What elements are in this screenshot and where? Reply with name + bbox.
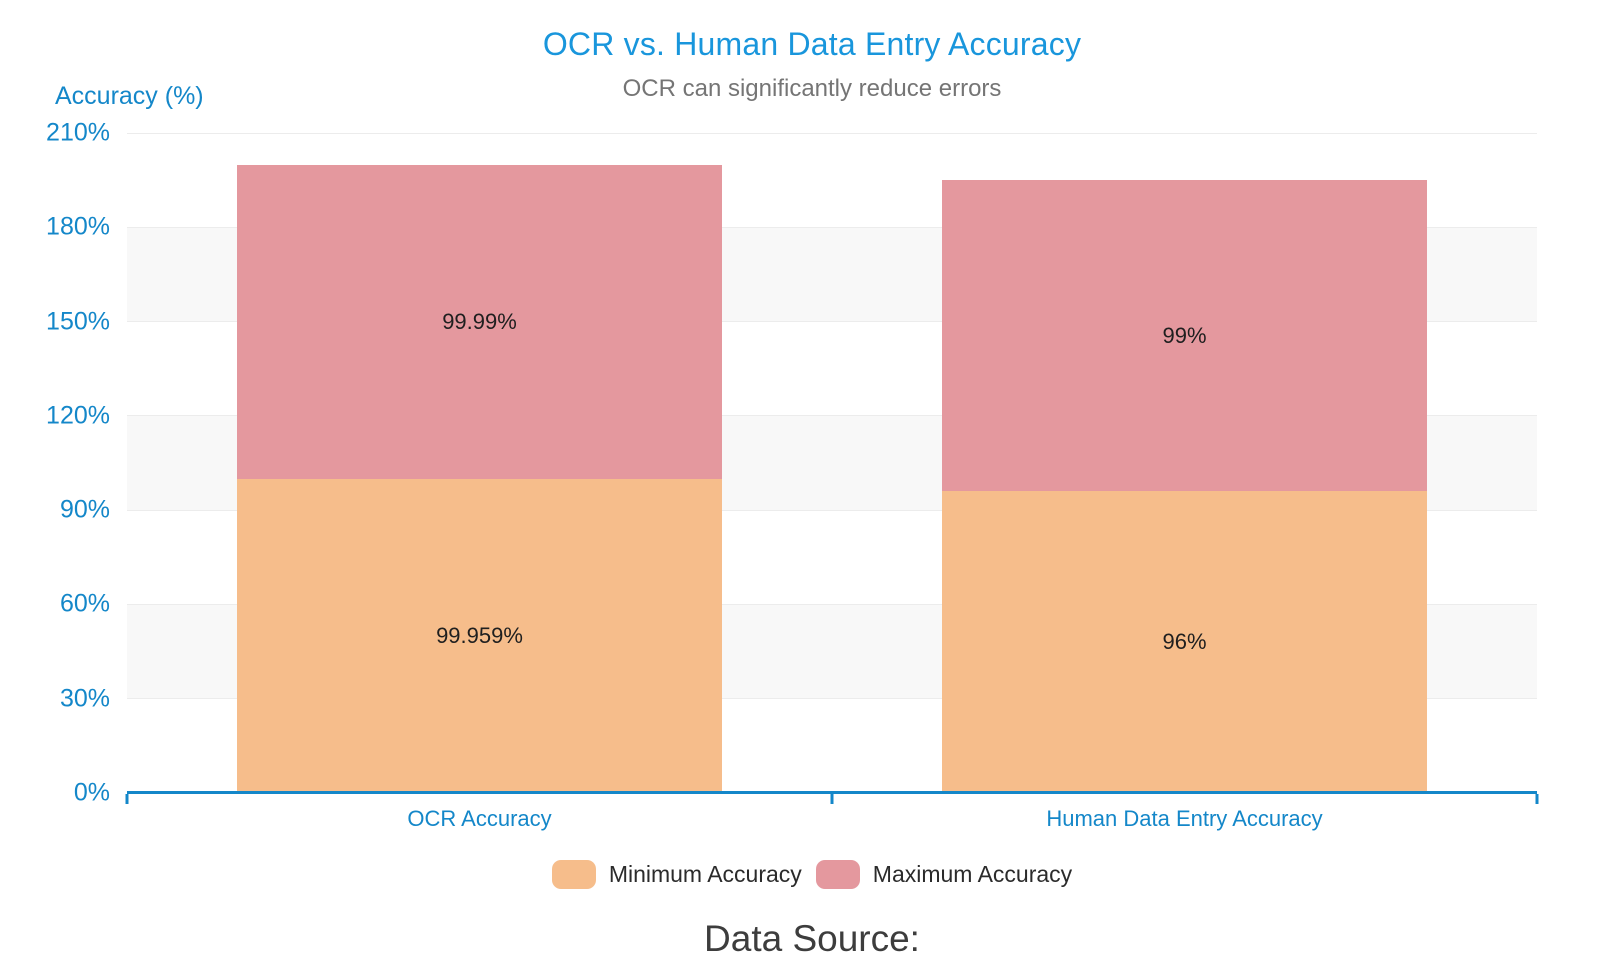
chart-subtitle: OCR can significantly reduce errors [622,75,1002,102]
gridline [127,603,1537,605]
bar-segment-maximum-accuracy-0[interactable]: 99.99% [237,164,722,479]
y-axis-tick-label: 60% [59,589,110,618]
bar-value-label: 99.959% [436,622,523,648]
bar-segment-minimum-accuracy-1[interactable]: 96% [942,491,1427,793]
gridline [127,509,1537,511]
data-source-label: Data Source: [704,918,920,959]
x-axis-tick-mark [125,794,129,804]
bar-value-label: 99.99% [442,308,517,334]
x-axis-category-labels: OCR Accuracy Human Data Entry Accuracy [127,806,1537,834]
legend: Minimum Accuracy Maximum Accuracy [0,858,1624,890]
x-axis-tick-mark [830,794,834,804]
legend-swatch-icon [815,859,860,889]
gridline [127,698,1537,700]
x-axis-tick-mark [1535,794,1539,804]
x-axis-category-label: OCR Accuracy [407,806,552,831]
bar-segment-maximum-accuracy-1[interactable]: 99% [942,180,1427,492]
y-axis-tick-label: 0% [73,778,110,807]
x-axis-category-label: Human Data Entry Accuracy [1046,806,1323,831]
y-axis-tick-label: 210% [46,118,110,147]
x-axis-ticks [125,794,1539,804]
plot-area: 99.959% 99.99% 96% 99% [127,132,1537,793]
y-axis-tick-label: 150% [46,307,110,336]
y-axis-tick-label: 120% [46,401,110,430]
legend-item-minimum-accuracy[interactable]: Minimum Accuracy [551,859,802,889]
y-axis-tick-label: 90% [59,495,110,524]
y-axis-tick-label: 180% [46,212,110,241]
gridline [127,415,1537,417]
bar-segment-minimum-accuracy-0[interactable]: 99.959% [237,478,722,793]
gridline [127,321,1537,323]
x-axis-line [127,791,1537,794]
legend-item-maximum-accuracy[interactable]: Maximum Accuracy [815,859,1073,889]
chart-title: OCR vs. Human Data Entry Accuracy [542,26,1082,62]
y-axis-tick-labels: 0% 30% 60% 90% 120% 150% 180% 210% [0,120,110,805]
gridline [127,132,1537,134]
gridline [127,226,1537,228]
bar-value-label: 99% [1162,322,1207,348]
legend-label: Minimum Accuracy [608,860,802,887]
legend-label: Maximum Accuracy [872,860,1073,887]
y-axis-name: Accuracy (%) [55,82,204,110]
y-axis-tick-label: 30% [59,684,110,713]
legend-swatch-icon [551,859,596,889]
bar-value-label: 96% [1162,629,1207,655]
